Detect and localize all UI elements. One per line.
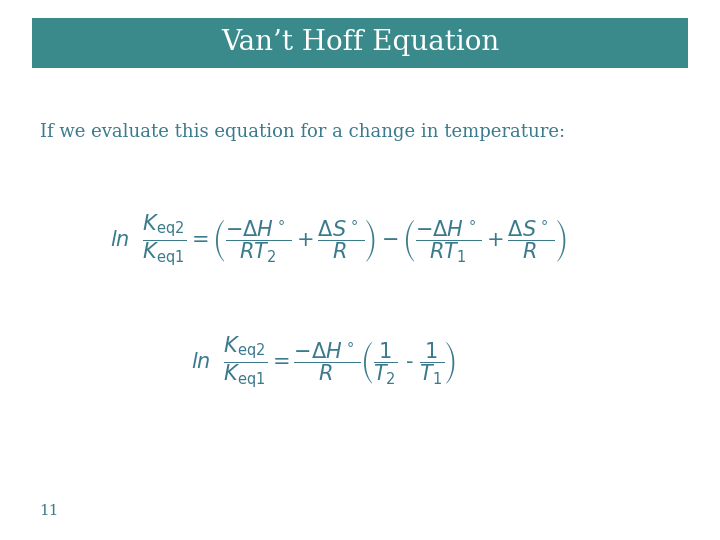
Text: 11: 11: [40, 504, 59, 518]
Text: $\mathit{ln}\ \ \dfrac{K_{\mathrm{eq}2}}{K_{\mathrm{eq}1}} = \left(\dfrac{-\Delt: $\mathit{ln}\ \ \dfrac{K_{\mathrm{eq}2}}…: [110, 212, 567, 268]
Text: If we evaluate this equation for a change in temperature:: If we evaluate this equation for a chang…: [40, 123, 564, 141]
Text: $\mathit{ln}\ \ \dfrac{K_{\mathrm{eq}2}}{K_{\mathrm{eq}1}} = \dfrac{-\Delta H^\c: $\mathit{ln}\ \ \dfrac{K_{\mathrm{eq}2}}…: [192, 334, 456, 390]
Text: Van’t Hoff Equation: Van’t Hoff Equation: [221, 29, 499, 56]
FancyBboxPatch shape: [32, 18, 688, 68]
